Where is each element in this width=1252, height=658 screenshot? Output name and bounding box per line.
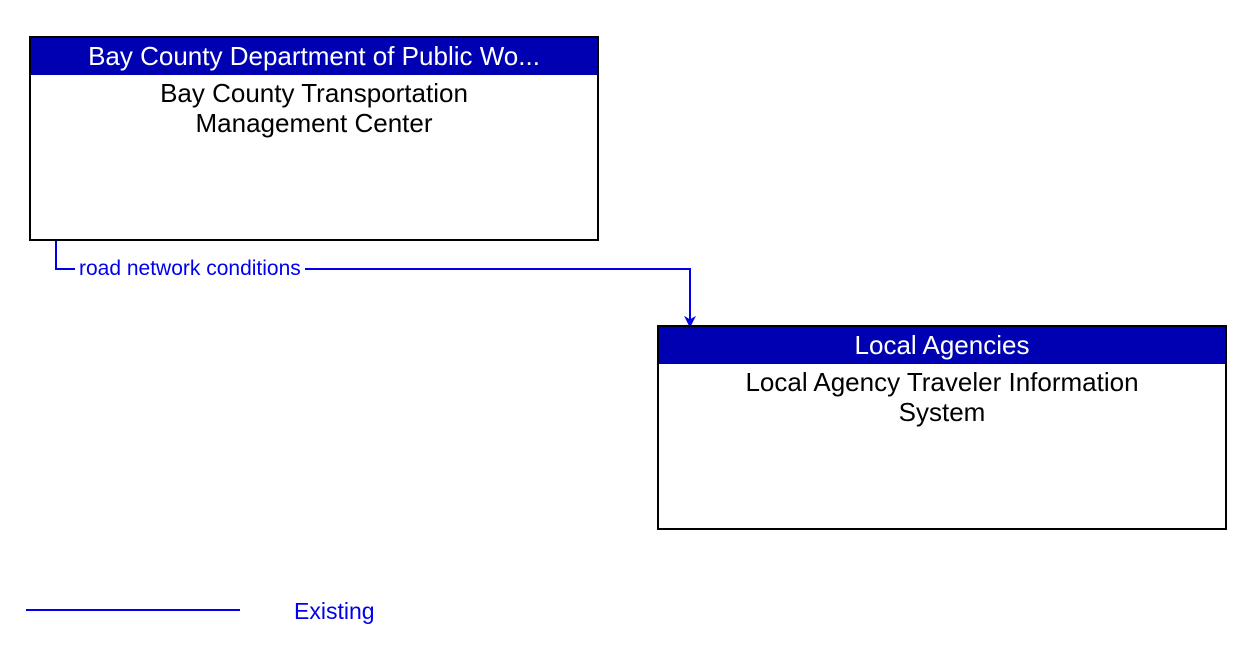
node-local-agency-tis: Local Agencies Local Agency Traveler Inf… bbox=[657, 325, 1227, 530]
node-body-line: Bay County Transportation bbox=[41, 79, 587, 109]
node-body-line: Local Agency Traveler Information bbox=[669, 368, 1215, 398]
node-body-line: Management Center bbox=[41, 109, 587, 139]
node-body-bay-county-tmc: Bay County Transportation Management Cen… bbox=[31, 75, 597, 139]
edge-label-road-network-conditions: road network conditions bbox=[75, 257, 305, 281]
node-header-local-agencies: Local Agencies bbox=[659, 327, 1225, 364]
architecture-diagram: road network conditions Bay County Depar… bbox=[0, 0, 1252, 658]
node-body-local-agency-tis: Local Agency Traveler Information System bbox=[659, 364, 1225, 428]
node-body-line: System bbox=[669, 398, 1215, 428]
node-bay-county-tmc: Bay County Department of Public Wo... Ba… bbox=[29, 36, 599, 241]
legend-label-existing: Existing bbox=[294, 598, 375, 625]
node-header-bay-county-dpw: Bay County Department of Public Wo... bbox=[31, 38, 597, 75]
